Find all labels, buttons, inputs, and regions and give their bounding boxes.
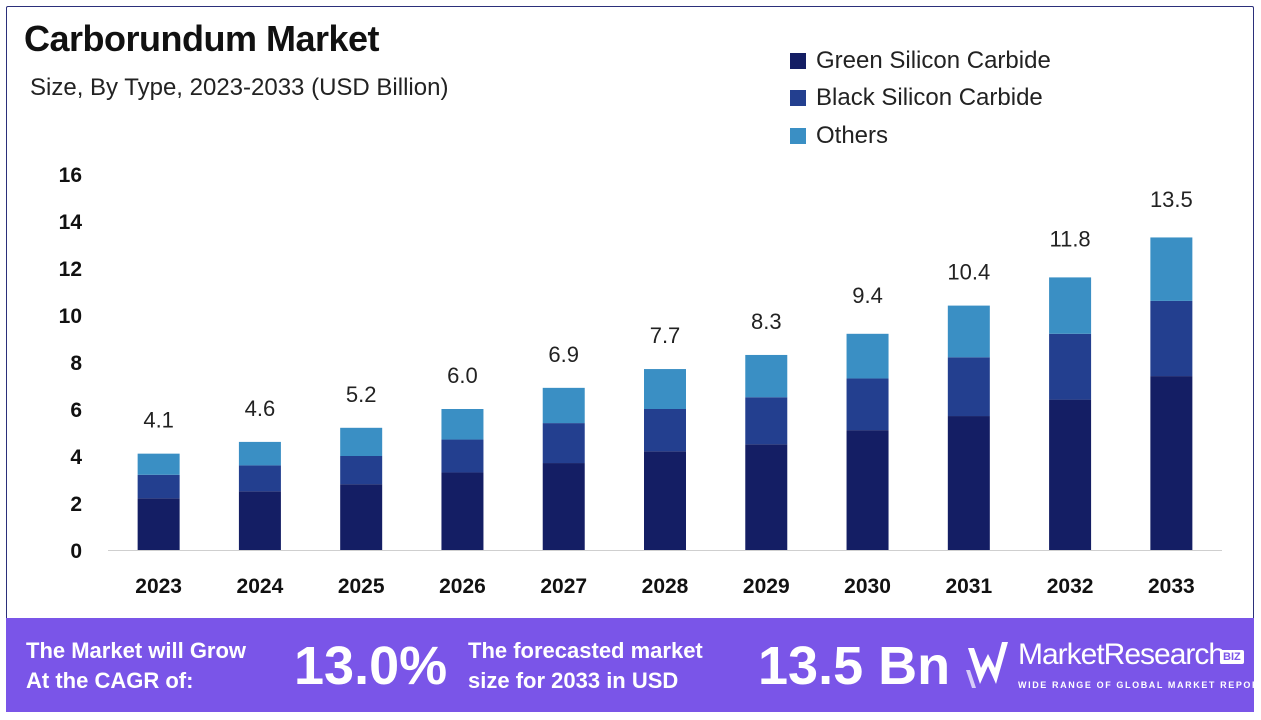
bar-black-silicon-carbide	[340, 456, 383, 485]
y-tick-label: 8	[70, 352, 82, 375]
y-tick-label: 14	[59, 211, 83, 234]
x-tick-label: 2028	[642, 575, 689, 598]
bar-others	[745, 354, 788, 398]
bar-green-silicon-carbide	[238, 491, 281, 550]
bar-total-label: 5.2	[346, 382, 377, 407]
chart-legend: Green Silicon Carbide Black Silicon Carb…	[790, 42, 1051, 155]
x-tick-label: 2023	[135, 575, 182, 598]
bar-black-silicon-carbide	[947, 357, 990, 417]
bar-others	[846, 333, 889, 379]
legend-label-green: Green Silicon Carbide	[816, 46, 1051, 74]
bar-green-silicon-carbide	[1150, 376, 1193, 550]
brand-mark-icon	[966, 642, 1008, 688]
bar-total-label: 9.4	[852, 283, 883, 308]
x-tick-label: 2033	[1148, 575, 1195, 598]
bar-total-label: 7.7	[650, 323, 681, 348]
bar-green-silicon-carbide	[947, 416, 990, 550]
x-tick-label: 2032	[1047, 575, 1094, 598]
bar-black-silicon-carbide	[137, 474, 180, 499]
bar-green-silicon-carbide	[340, 484, 383, 550]
legend-item-green: Green Silicon Carbide	[790, 42, 1051, 80]
bar-total-label: 8.3	[751, 309, 782, 334]
legend-label-black: Black Silicon Carbide	[816, 84, 1043, 112]
bar-black-silicon-carbide	[441, 439, 484, 473]
forecast-value: 13.5 Bn	[758, 636, 951, 696]
x-tick-label: 2025	[338, 575, 385, 598]
bar-total-label: 4.1	[143, 408, 174, 433]
bar-others	[947, 305, 990, 358]
bar-black-silicon-carbide	[644, 409, 686, 452]
forecast-label-line2: size for 2033 in USD	[468, 668, 679, 693]
cagr-value: 13.0%	[294, 636, 448, 696]
bar-black-silicon-carbide	[1150, 300, 1193, 377]
x-tick-label: 2029	[743, 575, 790, 598]
chart-title: Carborundum Market	[24, 18, 380, 59]
y-tick-label: 0	[70, 540, 82, 563]
x-tick-label: 2031	[945, 575, 992, 598]
y-tick-label: 16	[59, 164, 82, 187]
bar-green-silicon-carbide	[137, 498, 180, 550]
bar-black-silicon-carbide	[542, 423, 585, 464]
bar-total-label: 13.5	[1150, 187, 1193, 212]
bar-black-silicon-carbide	[238, 465, 281, 492]
x-tick-label: 2027	[540, 575, 587, 598]
bar-total-label: 4.6	[245, 396, 276, 421]
legend-item-others: Others	[790, 117, 1051, 155]
brand-name: MarketResearch	[1018, 638, 1225, 671]
y-tick-label: 6	[70, 399, 82, 422]
legend-swatch-green	[790, 52, 806, 69]
bar-green-silicon-carbide	[441, 472, 484, 550]
bar-green-silicon-carbide	[644, 451, 686, 550]
y-tick-label: 12	[59, 258, 82, 281]
bar-black-silicon-carbide	[846, 378, 889, 431]
bar-green-silicon-carbide	[745, 444, 788, 550]
bar-total-label: 6.9	[548, 342, 579, 367]
y-tick-label: 2	[70, 493, 82, 516]
y-tick-label: 4	[70, 446, 82, 469]
bar-green-silicon-carbide	[1049, 399, 1092, 550]
bar-others	[137, 453, 180, 475]
bar-chart: 0 2 4 6 8 10 12 14 16 4.1 2023 4.6 2024 5.2 2025 6.0 202…	[59, 164, 1222, 598]
bar-total-label: 10.4	[947, 260, 990, 285]
bar-black-silicon-carbide	[745, 397, 788, 445]
bar-green-silicon-carbide	[542, 463, 585, 550]
bar-total-label: 6.0	[447, 363, 478, 388]
legend-swatch-others	[790, 127, 806, 144]
footer-banner: The Market will Grow At the CAGR of: 13.…	[6, 618, 1261, 712]
bar-others	[441, 409, 484, 440]
bar-black-silicon-carbide	[1049, 333, 1092, 400]
bar-others	[1150, 237, 1193, 301]
brand-tagline: WIDE RANGE OF GLOBAL MARKET REPORTS	[1018, 680, 1261, 690]
brand-suffix: BIZ	[1220, 650, 1244, 664]
brand-logo: MarketResearch BIZ WIDE RANGE OF GLOBAL …	[964, 634, 1261, 704]
bar-others	[542, 387, 585, 424]
bar-green-silicon-carbide	[846, 430, 889, 550]
x-tick-label: 2024	[237, 575, 284, 598]
bar-others	[1049, 277, 1092, 334]
cagr-label-line2: At the CAGR of:	[26, 668, 194, 693]
bar-others	[238, 441, 281, 466]
legend-swatch-black	[790, 90, 806, 107]
legend-label-others: Others	[816, 121, 889, 149]
x-tick-label: 2026	[439, 575, 486, 598]
cagr-label-line1: The Market will Grow	[26, 638, 247, 663]
legend-item-black: Black Silicon Carbide	[790, 80, 1051, 118]
chart-subtitle: Size, By Type, 2023-2033 (USD Billion)	[30, 74, 449, 101]
y-tick-label: 10	[59, 305, 82, 328]
bar-others	[644, 369, 686, 409]
forecast-label-line1: The forecasted market	[468, 638, 703, 663]
bar-others	[340, 427, 383, 456]
bar-total-label: 11.8	[1049, 227, 1090, 252]
x-tick-label: 2030	[844, 575, 891, 598]
